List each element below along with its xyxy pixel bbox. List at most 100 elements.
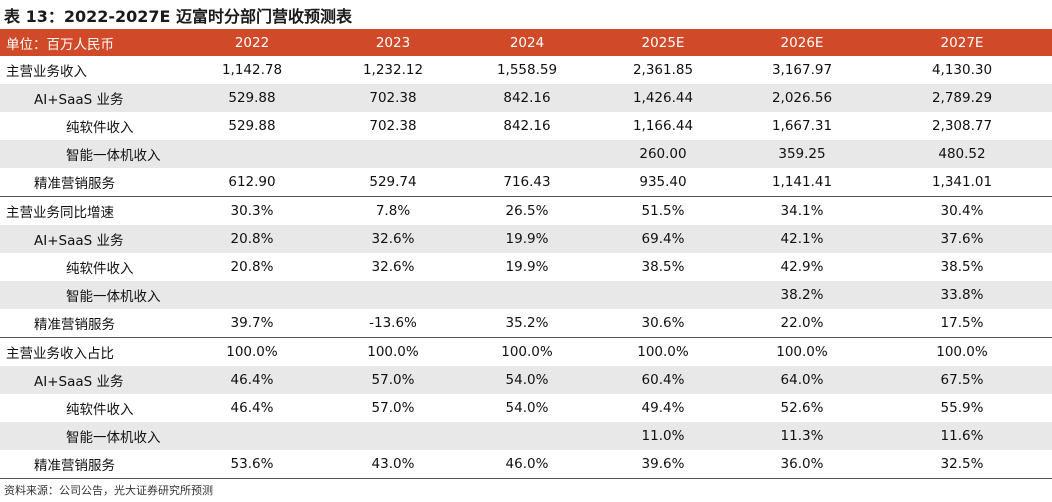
table-row: 智能一体机收入 260.00 359.25 480.52 [0, 140, 1052, 168]
table-cell: 64.0% [732, 366, 872, 394]
table-cell: 100.0% [326, 337, 460, 366]
table-cell: 480.52 [872, 140, 1052, 168]
table-cell: 716.43 [503, 174, 551, 190]
table-cell: 2,308.77 [931, 118, 993, 134]
table-cell: 22.0% [780, 315, 824, 331]
table-cell [460, 140, 594, 168]
table-cell: 7.8% [326, 196, 460, 225]
table-row: 精准营销服务 612.90 529.74 716.43 935.40 1,141.41 1,… [0, 168, 1052, 197]
table-cell: 30.3% [178, 196, 326, 225]
table-cell: 19.9% [505, 259, 549, 275]
table-cell: 529.88 [228, 118, 276, 134]
table-cell: 36.0% [732, 450, 872, 479]
table-cell: 46.4% [230, 400, 274, 416]
table-cell: 57.0% [371, 400, 415, 416]
row-label: AI+SaaS 业务 [0, 366, 178, 394]
table-cell: 359.25 [732, 140, 872, 168]
row-label: 精准营销服务 [34, 317, 115, 333]
table-row: 主营业务同比增速 30.3% 7.8% 26.5% 51.5% 34.1% 30.4% [0, 196, 1052, 225]
year-header: 2024 [460, 29, 594, 56]
table-cell: 69.4% [594, 225, 732, 253]
table-cell: 11.3% [732, 422, 872, 450]
table-cell [594, 281, 732, 309]
table-cell: 1,166.44 [632, 118, 694, 134]
table-cell: 38.5% [641, 259, 685, 275]
table-cell [326, 422, 460, 450]
year-header: 2026E [732, 29, 872, 56]
table-cell: 2,789.29 [872, 84, 1052, 112]
table-cell: 26.5% [460, 196, 594, 225]
table-cell: 55.9% [940, 400, 984, 416]
table-cell [326, 140, 460, 168]
table-cell: 32.6% [371, 259, 415, 275]
table-cell [326, 281, 460, 309]
table-row: 纯软件收入 20.8% 32.6% 19.9% 38.5% 42.9% 38.5% [0, 253, 1052, 281]
table-cell: 53.6% [178, 450, 326, 479]
table-cell: 1,426.44 [594, 84, 732, 112]
table-cell: 702.38 [369, 118, 417, 134]
row-label: 纯软件收入 [66, 402, 134, 418]
table-cell: 1,142.78 [221, 62, 283, 78]
table-cell: 43.0% [326, 450, 460, 479]
table-cell: 529.88 [178, 84, 326, 112]
table-cell: 20.8% [178, 225, 326, 253]
year-header: 2022 [178, 29, 326, 56]
table-cell: 37.6% [872, 225, 1052, 253]
table-cell: 260.00 [594, 140, 732, 168]
table-cell: 4,130.30 [931, 62, 993, 78]
table-cell: 49.4% [641, 400, 685, 416]
row-label: AI+SaaS 业务 [0, 84, 178, 112]
table-cell: 2,026.56 [732, 84, 872, 112]
table-cell: 20.8% [230, 259, 274, 275]
table-cell: 935.40 [639, 174, 687, 190]
table-row: 主营业务收入占比 100.0% 100.0% 100.0% 100.0% 100.0% 10… [0, 337, 1052, 366]
table-cell: 35.2% [505, 315, 549, 331]
table-cell: 46.0% [460, 450, 594, 479]
table-row: AI+SaaS 业务 529.88 702.38 842.16 1,426.44 2,02… [0, 84, 1052, 112]
table-row: AI+SaaS 业务 46.4% 57.0% 54.0% 60.4% 64.0% 67.5% [0, 366, 1052, 394]
table-cell: 842.16 [460, 84, 594, 112]
table-cell: 1,558.59 [496, 62, 558, 78]
table-cell: 100.0% [460, 337, 594, 366]
table-cell: 100.0% [594, 337, 732, 366]
table-cell: 57.0% [326, 366, 460, 394]
row-label: 纯软件收入 [66, 120, 134, 136]
table-cell: 32.6% [326, 225, 460, 253]
table-cell: 612.90 [228, 174, 276, 190]
row-label: 主营业务收入占比 [0, 337, 178, 366]
row-label: 主营业务收入 [6, 64, 87, 80]
table-cell [178, 281, 326, 309]
table-cell: 3,167.97 [771, 62, 833, 78]
row-label: 智能一体机收入 [0, 281, 178, 309]
table-cell: 2,361.85 [632, 62, 694, 78]
table-cell: 60.4% [594, 366, 732, 394]
table-header-row: 单位：百万人民币 2022 2023 2024 2025E 2026E 2027… [0, 29, 1052, 56]
table-cell [178, 140, 326, 168]
table-cell: 11.0% [594, 422, 732, 450]
year-header: 2027E [872, 29, 1052, 56]
table-cell: 38.5% [940, 259, 984, 275]
table-cell: 54.0% [505, 400, 549, 416]
revenue-forecast-table: 单位：百万人民币 2022 2023 2024 2025E 2026E 2027… [0, 29, 1052, 479]
table-cell: 54.0% [460, 366, 594, 394]
table-cell: 19.9% [460, 225, 594, 253]
year-header: 2023 [326, 29, 460, 56]
table-cell: 702.38 [326, 84, 460, 112]
table-cell: 42.9% [780, 259, 824, 275]
table-row: AI+SaaS 业务 20.8% 32.6% 19.9% 69.4% 42.1% 37.6% [0, 225, 1052, 253]
row-label: 精准营销服务 [0, 450, 178, 479]
table-cell: 32.5% [872, 450, 1052, 479]
row-label: 精准营销服务 [34, 176, 115, 192]
row-label: 主营业务同比增速 [0, 196, 178, 225]
table-cell: 1,232.12 [362, 62, 424, 78]
table-cell: 30.4% [872, 196, 1052, 225]
table-cell: 17.5% [940, 315, 984, 331]
row-label: 纯软件收入 [66, 261, 134, 277]
table-cell: -13.6% [369, 315, 417, 331]
table-row: 精准营销服务 53.6% 43.0% 46.0% 39.6% 36.0% 32.5% [0, 450, 1052, 479]
table-cell: 11.6% [872, 422, 1052, 450]
table-row: 纯软件收入 46.4% 57.0% 54.0% 49.4% 52.6% 55.9% [0, 394, 1052, 422]
row-label: 智能一体机收入 [0, 140, 178, 168]
table-cell: 42.1% [732, 225, 872, 253]
table-row: 主营业务收入 1,142.78 1,232.12 1,558.59 2,361.85 3,… [0, 56, 1052, 84]
